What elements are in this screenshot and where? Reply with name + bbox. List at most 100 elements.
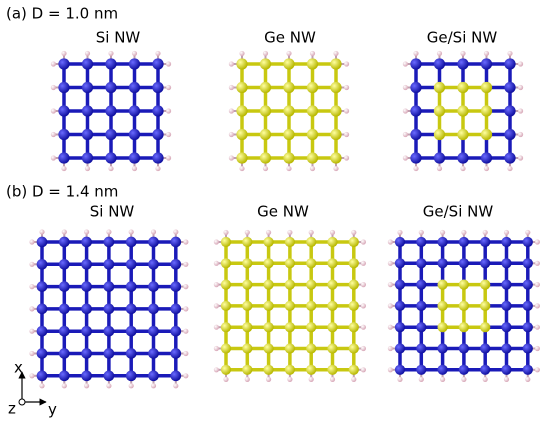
ge-atom [263, 364, 274, 375]
si-atom [103, 281, 115, 292]
si-atom [437, 258, 448, 269]
hydrogen-atom [418, 229, 424, 236]
si-atom [170, 348, 182, 359]
hydrogen-atom [525, 229, 531, 236]
ge-atom [437, 279, 448, 290]
ge-atom [327, 300, 338, 312]
hydrogen-atom [461, 229, 467, 236]
hydrogen-atom [387, 324, 394, 330]
axis-label: z [8, 400, 16, 418]
hydrogen-atom [534, 239, 540, 245]
ge-atom [259, 58, 272, 70]
ge-atom [284, 322, 296, 333]
si-atom [105, 81, 117, 94]
ge-atom [330, 152, 342, 164]
hydrogen-atom [525, 376, 531, 382]
ge-atom [480, 279, 491, 290]
si-atom [501, 364, 512, 375]
ge-atom [242, 279, 253, 290]
hydrogen-atom [287, 376, 293, 382]
si-atom [416, 300, 427, 312]
hydrogen-atom [329, 229, 336, 236]
si-atom [522, 258, 533, 269]
hydrogen-atom [262, 165, 269, 172]
ge-atom [433, 128, 446, 141]
hydrogen-atom [165, 84, 172, 91]
si-atom [58, 325, 70, 337]
ge-atom [242, 258, 253, 269]
hydrogen-atom [460, 50, 466, 57]
hydrogen-atom [29, 284, 35, 290]
hydrogen-atom [50, 155, 57, 161]
si-atom [105, 105, 117, 117]
ge-atom [306, 322, 317, 333]
hydrogen-atom [418, 376, 424, 382]
ge-atom [220, 258, 232, 269]
hydrogen-atom [287, 229, 293, 236]
si-atom [522, 364, 533, 375]
hydrogen-atom [343, 61, 350, 67]
si-atom [148, 325, 159, 337]
hydrogen-atom [360, 303, 366, 309]
ge-atom [284, 364, 296, 375]
si-atom [58, 258, 70, 270]
si-atom [58, 236, 70, 248]
si-atom [58, 81, 70, 94]
ge-atom [306, 81, 319, 94]
si-atom [152, 152, 164, 164]
hydrogen-atom [50, 131, 57, 138]
hydrogen-atom [482, 229, 488, 236]
si-atom [458, 364, 470, 375]
si-atom [81, 348, 92, 359]
hydrogen-atom [517, 61, 524, 67]
ge-atom [259, 128, 272, 141]
hydrogen-atom [343, 84, 350, 91]
ge-atom [263, 279, 274, 290]
panel-title: Si NW [90, 203, 135, 221]
ge-atom [283, 58, 295, 70]
hydrogen-atom [266, 229, 272, 236]
hydrogen-atom [360, 282, 366, 288]
si-atom [416, 258, 427, 269]
si-atom [394, 322, 406, 333]
si-atom [437, 364, 448, 375]
hydrogen-atom [351, 229, 357, 236]
si-atom [81, 370, 92, 382]
hydrogen-atom [413, 50, 419, 57]
hydrogen-atom [108, 165, 114, 172]
hydrogen-atom [183, 328, 189, 334]
ge-atom [236, 105, 248, 117]
hydrogen-atom [351, 376, 357, 382]
hydrogen-atom [106, 229, 112, 235]
si-atom [170, 370, 182, 382]
ge-atom [259, 152, 272, 164]
ge-atom [348, 279, 359, 290]
hydrogen-atom [360, 260, 366, 266]
ge-atom [327, 279, 338, 290]
si-atom [152, 58, 164, 70]
hydrogen-atom [183, 350, 189, 357]
hydrogen-atom [128, 383, 134, 389]
si-atom [81, 325, 92, 337]
ge-atom [330, 105, 342, 117]
ge-atom [480, 300, 491, 312]
si-atom [170, 325, 182, 337]
ge-atom [259, 105, 272, 117]
panel-title: Ge/Si NW [427, 29, 498, 47]
hydrogen-atom [309, 165, 316, 172]
hydrogen-atom [29, 328, 35, 334]
hydrogen-atom [29, 373, 35, 379]
hydrogen-atom [436, 165, 443, 172]
si-atom [81, 303, 92, 315]
ge-atom [220, 322, 232, 333]
si-atom [170, 303, 182, 315]
si-atom [81, 58, 94, 70]
hydrogen-atom [61, 229, 67, 235]
hydrogen-atom [228, 155, 235, 161]
hydrogen-atom [29, 239, 35, 245]
ge-atom [457, 128, 469, 141]
si-atom [504, 128, 516, 141]
hydrogen-atom [61, 383, 67, 389]
si-atom [105, 152, 117, 164]
si-atom [522, 236, 533, 248]
